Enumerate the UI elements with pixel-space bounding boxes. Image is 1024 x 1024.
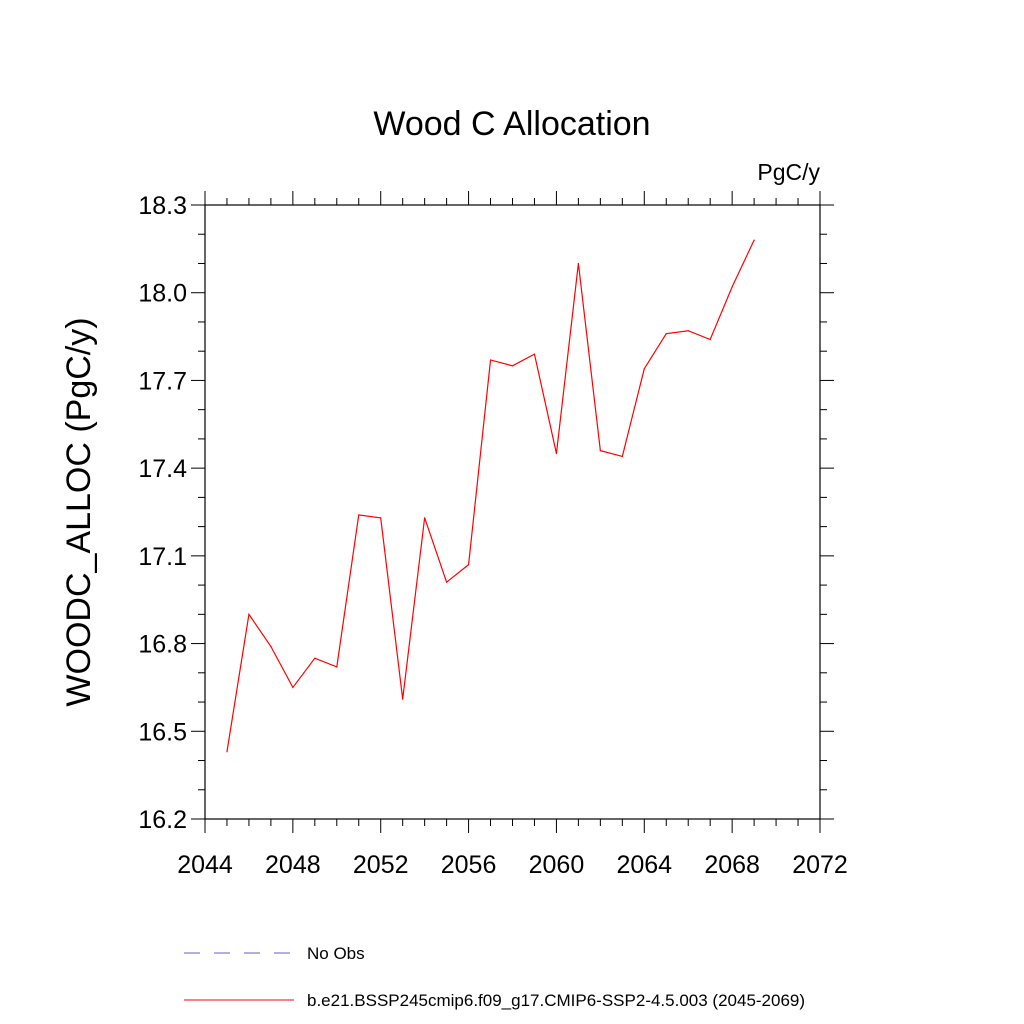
chart-title: Wood C Allocation	[373, 105, 650, 143]
data-point	[292, 686, 294, 689]
y-tick-label: 17.1	[138, 543, 187, 571]
axis-ticks	[191, 191, 834, 833]
legend-label: No Obs	[307, 944, 365, 963]
x-tick-label: 2064	[616, 851, 672, 879]
y-tick-label: 16.8	[138, 631, 187, 659]
y-tick-label: 16.2	[138, 806, 187, 834]
data-point	[467, 564, 470, 566]
data-point	[402, 698, 404, 700]
y-tick-label: 17.7	[138, 367, 187, 395]
series-layer	[226, 239, 755, 753]
y-tick-label: 17.4	[138, 455, 187, 483]
data-point	[336, 666, 338, 668]
data-point	[446, 581, 448, 583]
x-tick-label: 2056	[441, 851, 497, 879]
data-point	[226, 751, 228, 753]
data-point	[248, 613, 250, 615]
data-point	[533, 353, 536, 355]
data-point	[665, 333, 667, 335]
data-point	[731, 286, 733, 288]
y-tick-label: 18.0	[138, 280, 187, 308]
data-point	[687, 330, 689, 332]
data-point	[599, 450, 601, 452]
data-point	[380, 517, 382, 519]
data-point	[314, 657, 316, 659]
legend-label: b.e21.BSSP245cmip6.f09_g17.CMIP6-SSP2-4.…	[307, 991, 805, 1010]
data-point	[753, 239, 755, 241]
data-point	[424, 517, 426, 519]
y-axis-label: WOODC_ALLOC (PgC/y)	[60, 317, 98, 706]
data-point	[489, 359, 492, 361]
legend: No Obs b.e21.BSSP245cmip6.f09_g17.CMIP6-S…	[184, 944, 805, 1010]
x-tick-label: 2052	[353, 851, 409, 879]
x-tick-label: 2060	[529, 851, 585, 879]
x-tick-label: 2048	[265, 851, 321, 879]
data-point	[709, 338, 711, 341]
data-point	[270, 645, 272, 648]
units-label: PgC/y	[757, 159, 820, 185]
series-line	[226, 239, 755, 752]
axis-tick-labels: 2044 2048 2052 2056 2060 2064 2068 2072 16.2 16.5…	[138, 192, 847, 879]
y-tick-label: 18.3	[138, 192, 187, 220]
data-point	[358, 514, 360, 516]
data-point	[555, 452, 558, 455]
data-point	[621, 455, 623, 458]
x-tick-label: 2068	[704, 851, 760, 879]
y-tick-label: 16.5	[138, 718, 187, 746]
data-point	[643, 368, 645, 370]
x-tick-label: 2072	[792, 851, 848, 879]
x-tick-label: 2044	[177, 851, 233, 879]
data-point	[511, 365, 514, 367]
data-point	[577, 262, 579, 265]
